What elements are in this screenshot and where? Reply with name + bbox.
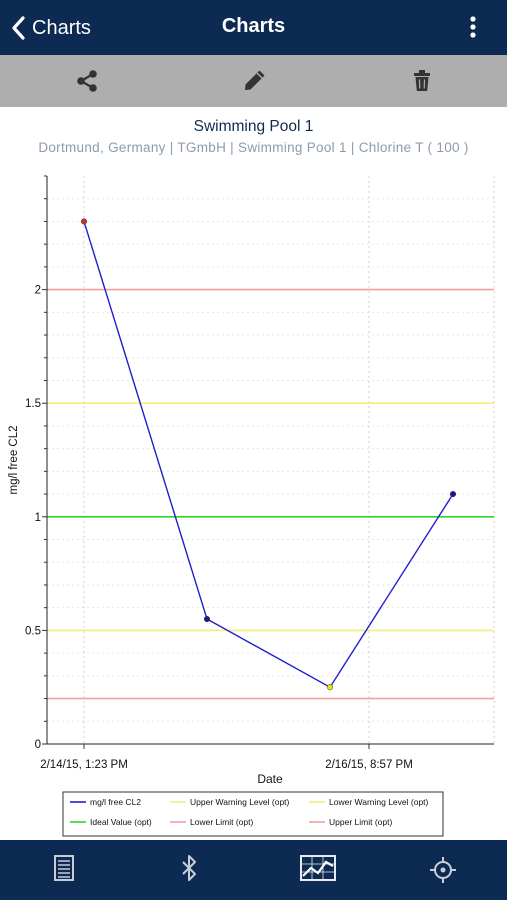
x-axis-title: Date — [257, 772, 283, 786]
legend-label: Upper Warning Level (opt) — [190, 797, 290, 807]
chart-title: Swimming Pool 1 — [193, 118, 314, 135]
trash-icon[interactable] — [408, 67, 436, 95]
back-button[interactable]: Charts — [10, 12, 91, 44]
series-line — [83, 221, 454, 689]
edit-pencil-icon[interactable] — [240, 67, 268, 95]
share-icon[interactable] — [73, 67, 101, 95]
legend-label: Lower Warning Level (opt) — [329, 797, 429, 807]
y-tick-label: 2 — [35, 285, 41, 297]
line-chart: 0 0.5 1 1.5 2 2/14/15, 1:23 PM 2/16/15, 8:57 P… — [8, 175, 495, 837]
chart-subtitle: Dortmund, Germany | TGmbH | Swimming Poo… — [38, 140, 469, 155]
data-point — [449, 491, 457, 498]
y-tick-label: 0.5 — [25, 625, 41, 637]
y-tick-label: 0 — [35, 739, 41, 751]
chevron-left-icon — [12, 16, 25, 40]
legend-label: Upper Limit (opt) — [329, 817, 392, 827]
tab-bar — [0, 840, 507, 900]
back-label: Charts — [32, 16, 91, 39]
x-tick-label: 2/16/15, 8:57 PM — [325, 759, 413, 771]
legend-label: mg/l free CL2 — [90, 797, 141, 807]
bluetooth-icon[interactable] — [169, 850, 209, 890]
page-title: Charts — [221, 15, 286, 37]
list-document-icon[interactable] — [44, 850, 84, 890]
location-target-icon[interactable] — [423, 850, 463, 890]
legend-label: Lower Limit (opt) — [190, 817, 253, 827]
chart-icon[interactable] — [297, 850, 341, 890]
data-point — [203, 615, 211, 623]
y-axis-title: mg/l free CL2 — [8, 425, 20, 494]
data-point — [80, 218, 88, 225]
data-point — [326, 684, 334, 691]
navigation-bar: Charts Charts — [0, 0, 507, 55]
y-tick-label: 1 — [35, 512, 41, 524]
legend-label: Ideal Value (opt) — [90, 817, 152, 827]
y-tick-label: 1.5 — [25, 398, 41, 410]
x-tick-label: 2/14/15, 1:23 PM — [40, 759, 128, 771]
chart-legend — [62, 791, 444, 837]
more-vertical-icon[interactable] — [465, 15, 481, 39]
toolbar — [0, 55, 507, 107]
